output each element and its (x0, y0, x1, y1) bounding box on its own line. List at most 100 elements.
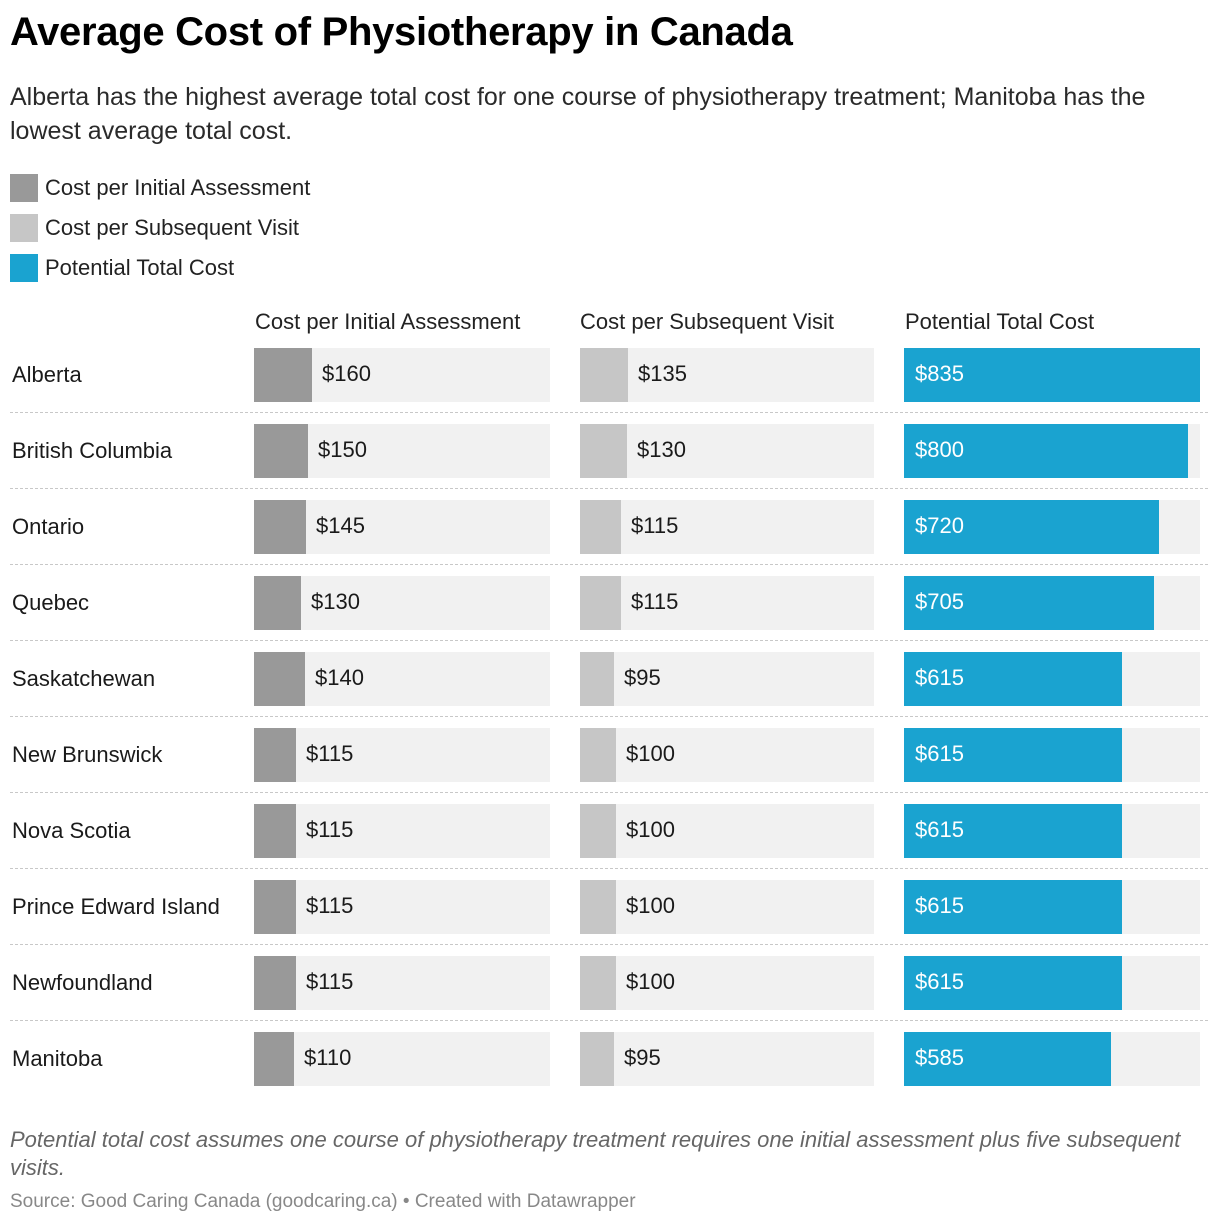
row-label: Prince Edward Island (12, 894, 220, 919)
row-divider (10, 792, 1208, 793)
column-header-initial: Cost per Initial Assessment (255, 309, 521, 334)
legend-label-initial: Cost per Initial Assessment (45, 175, 311, 200)
bar-initial (254, 500, 306, 554)
legend-swatch-total (10, 254, 38, 282)
bar-subsequent (580, 804, 616, 858)
legend-item-total: Potential Total Cost (10, 248, 310, 288)
bar-track-initial (254, 804, 550, 858)
bar-total (904, 424, 1188, 478)
bar-total (904, 500, 1159, 554)
legend: Cost per Initial Assessment Cost per Sub… (10, 168, 310, 288)
row-label: Quebec (12, 590, 90, 615)
bar-subsequent (580, 1032, 614, 1086)
value-label-subsequent: $100 (626, 817, 675, 842)
bar-track-initial (254, 576, 550, 630)
bar-subsequent (580, 880, 616, 934)
value-label-total: $800 (915, 437, 964, 462)
row-divider (10, 488, 1208, 489)
bar-track-subsequent (580, 652, 874, 706)
value-label-subsequent: $95 (624, 665, 661, 690)
legend-label-subsequent: Cost per Subsequent Visit (45, 215, 299, 240)
legend-swatch-initial (10, 174, 38, 202)
row-divider (10, 716, 1208, 717)
value-label-initial: $110 (304, 1045, 352, 1070)
bar-subsequent (580, 956, 616, 1010)
value-label-total: $585 (915, 1045, 964, 1070)
bar-total (904, 348, 1200, 402)
chart-title: Average Cost of Physiotherapy in Canada (10, 10, 793, 54)
row-label: Saskatchewan (12, 666, 156, 691)
column-header-subsequent: Cost per Subsequent Visit (580, 309, 834, 334)
bar-total (904, 880, 1122, 934)
bar-track-subsequent (580, 880, 874, 934)
footnote: Potential total cost assumes one course … (10, 1127, 1181, 1180)
bar-track-subsequent (580, 348, 874, 402)
value-label-total: $615 (915, 665, 964, 690)
value-label-total: $615 (915, 893, 964, 918)
bar-track-initial (254, 880, 550, 934)
row-label: Nova Scotia (12, 818, 131, 843)
bar-initial (254, 956, 296, 1010)
value-label-subsequent: $100 (626, 741, 675, 766)
value-label-initial: $115 (306, 817, 354, 842)
row-label: British Columbia (12, 438, 173, 463)
source-credit: Source: Good Caring Canada (goodcaring.c… (10, 1191, 636, 1212)
row-label: Newfoundland (12, 970, 153, 995)
bar-initial (254, 424, 308, 478)
bar-track-subsequent (580, 956, 874, 1010)
value-label-subsequent: $115 (631, 589, 679, 614)
row-label: Ontario (12, 514, 85, 539)
value-label-initial: $160 (322, 361, 371, 386)
bar-track-initial (254, 728, 550, 782)
bar-total (904, 956, 1122, 1010)
row-divider (10, 944, 1208, 945)
row-label: Alberta (12, 362, 82, 387)
row-label: New Brunswick (12, 742, 163, 767)
value-label-subsequent: $130 (637, 437, 686, 462)
bar-track-subsequent (580, 804, 874, 858)
bar-total (904, 1032, 1111, 1086)
value-label-initial: $145 (316, 513, 365, 538)
bar-track-subsequent (580, 424, 874, 478)
value-label-subsequent: $100 (626, 969, 675, 994)
bar-track-subsequent (580, 728, 874, 782)
bar-initial (254, 804, 296, 858)
bar-track-subsequent (580, 500, 874, 554)
bar-total (904, 652, 1122, 706)
value-label-initial: $115 (306, 969, 354, 994)
value-label-total: $615 (915, 969, 964, 994)
bar-track-subsequent (580, 576, 874, 630)
row-divider (10, 412, 1208, 413)
legend-item-initial: Cost per Initial Assessment (10, 168, 310, 208)
value-label-initial: $150 (318, 437, 367, 462)
value-label-total: $835 (915, 361, 964, 386)
value-label-subsequent: $135 (638, 361, 687, 386)
value-label-initial: $115 (306, 741, 354, 766)
value-label-subsequent: $100 (626, 893, 675, 918)
bar-track-initial (254, 1032, 550, 1086)
bar-subsequent (580, 424, 627, 478)
value-label-total: $615 (915, 741, 964, 766)
bar-initial (254, 652, 305, 706)
bar-subsequent (580, 652, 614, 706)
bar-subsequent (580, 576, 621, 630)
row-divider (10, 640, 1208, 641)
bar-initial (254, 728, 296, 782)
bar-track-initial (254, 956, 550, 1010)
legend-swatch-subsequent (10, 214, 38, 242)
bar-initial (254, 348, 312, 402)
row-label: Manitoba (12, 1046, 103, 1071)
value-label-subsequent: $95 (624, 1045, 661, 1070)
bar-total (904, 804, 1122, 858)
legend-item-subsequent: Cost per Subsequent Visit (10, 208, 310, 248)
value-label-subsequent: $115 (631, 513, 679, 538)
column-header-total: Potential Total Cost (905, 309, 1095, 334)
value-label-total: $705 (915, 589, 964, 614)
legend-label-total: Potential Total Cost (45, 255, 235, 280)
bar-initial (254, 1032, 294, 1086)
row-divider (10, 1020, 1208, 1021)
value-label-initial: $115 (306, 893, 354, 918)
row-divider (10, 868, 1208, 869)
bar-subsequent (580, 500, 621, 554)
